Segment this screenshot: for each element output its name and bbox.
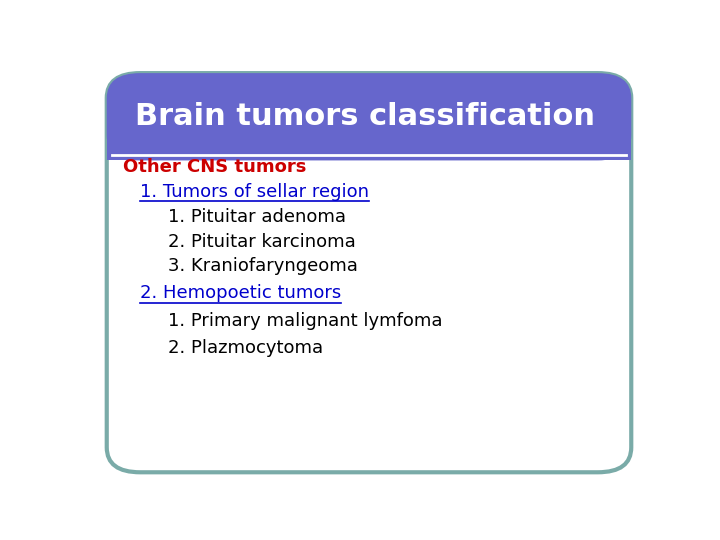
Text: 1. Tumors of sellar region: 1. Tumors of sellar region — [140, 183, 369, 201]
Text: Other CNS tumors: Other CNS tumors — [124, 158, 307, 176]
FancyBboxPatch shape — [107, 73, 631, 160]
FancyBboxPatch shape — [107, 73, 631, 472]
Text: 2. Pituitar karcinoma: 2. Pituitar karcinoma — [168, 233, 356, 251]
Bar — [107, 127, 631, 160]
Text: Brain tumors classification: Brain tumors classification — [135, 102, 595, 131]
Text: 2. Hemopoetic tumors: 2. Hemopoetic tumors — [140, 285, 341, 302]
Text: 2. Plazmocytoma: 2. Plazmocytoma — [168, 339, 323, 356]
Text: 1. Primary malignant lymfoma: 1. Primary malignant lymfoma — [168, 312, 443, 329]
Text: 1. Pituitar adenoma: 1. Pituitar adenoma — [168, 207, 346, 226]
Text: 3. Kraniofaryngeoma: 3. Kraniofaryngeoma — [168, 258, 358, 275]
